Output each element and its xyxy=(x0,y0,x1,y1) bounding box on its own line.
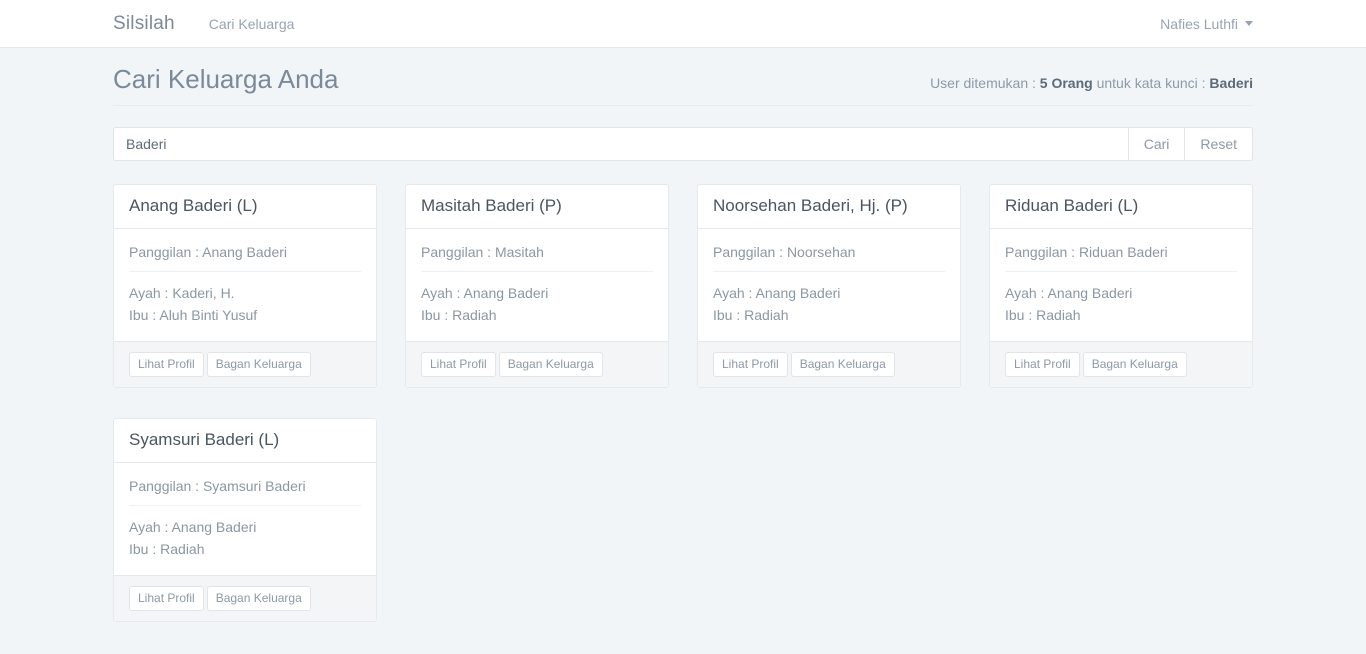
view-profile-button[interactable]: Lihat Profil xyxy=(1005,352,1080,377)
person-parents: Ayah : Anang Baderi Ibu : Radiah xyxy=(1005,282,1237,326)
person-parents: Ayah : Kaderi, H. Ibu : Aluh Binti Yusuf xyxy=(129,282,361,326)
person-nickname: Panggilan : Syamsuri Baderi xyxy=(129,476,361,506)
navbar-inner: Silsilah Cari Keluarga Nafies Luthfi xyxy=(113,0,1253,47)
person-mother: Ibu : Aluh Binti Yusuf xyxy=(129,307,258,323)
family-chart-button[interactable]: Bagan Keluarga xyxy=(498,352,603,377)
caret-down-icon xyxy=(1245,21,1253,26)
family-chart-button[interactable]: Bagan Keluarga xyxy=(790,352,895,377)
page-title: Cari Keluarga Anda xyxy=(113,64,339,94)
person-card: Riduan Baderi (L) Panggilan : Riduan Bad… xyxy=(989,184,1253,388)
search-form: Cari Reset xyxy=(113,127,1253,161)
search-reset-button[interactable]: Reset xyxy=(1184,127,1253,161)
search-submit-button[interactable]: Cari xyxy=(1127,127,1185,161)
view-profile-button[interactable]: Lihat Profil xyxy=(421,352,496,377)
person-card: Noorsehan Baderi, Hj. (P) Panggilan : No… xyxy=(697,184,961,388)
main-container: Cari Keluarga Anda User ditemukan : 5 Or… xyxy=(113,48,1253,652)
person-nickname: Panggilan : Masitah xyxy=(421,242,653,272)
family-chart-button[interactable]: Bagan Keluarga xyxy=(206,352,311,377)
person-parents: Ayah : Anang Baderi Ibu : Radiah xyxy=(129,516,361,560)
person-mother: Ibu : Radiah xyxy=(1005,307,1081,323)
person-name: Anang Baderi (L) xyxy=(129,196,258,215)
person-parents: Ayah : Anang Baderi Ibu : Radiah xyxy=(713,282,945,326)
person-card-body: Panggilan : Syamsuri Baderi Ayah : Anang… xyxy=(114,463,376,575)
person-card-heading: Anang Baderi (L) xyxy=(114,185,376,229)
person-mother: Ibu : Radiah xyxy=(129,541,205,557)
person-card-heading: Syamsuri Baderi (L) xyxy=(114,419,376,463)
person-card-heading: Masitah Baderi (P) xyxy=(406,185,668,229)
nav-item-cari-keluarga[interactable]: Cari Keluarga xyxy=(208,15,295,32)
person-card-grid: Anang Baderi (L) Panggilan : Anang Bader… xyxy=(113,184,1253,652)
person-father: Ayah : Anang Baderi xyxy=(129,519,257,535)
result-summary-middle: untuk kata kunci : xyxy=(1092,75,1210,91)
family-chart-button[interactable]: Bagan Keluarga xyxy=(1082,352,1187,377)
person-card-body: Panggilan : Anang Baderi Ayah : Kaderi, … xyxy=(114,229,376,341)
person-father: Ayah : Anang Baderi xyxy=(1005,285,1133,301)
person-nickname: Panggilan : Anang Baderi xyxy=(129,242,361,272)
brand-logo[interactable]: Silsilah xyxy=(113,12,175,34)
result-summary-prefix: User ditemukan : xyxy=(930,75,1040,91)
person-card-body: Panggilan : Noorsehan Ayah : Anang Bader… xyxy=(698,229,960,341)
result-summary: User ditemukan : 5 Orang untuk kata kunc… xyxy=(930,73,1253,93)
user-menu-label: Nafies Luthfi xyxy=(1160,15,1238,32)
person-card: Anang Baderi (L) Panggilan : Anang Bader… xyxy=(113,184,377,388)
person-card-footer: Lihat Profil Bagan Keluarga xyxy=(114,341,376,387)
person-name: Riduan Baderi (L) xyxy=(1005,196,1139,215)
person-father: Ayah : Kaderi, H. xyxy=(129,285,235,301)
person-mother: Ibu : Radiah xyxy=(421,307,497,323)
search-input[interactable] xyxy=(113,127,1128,161)
page-header: Cari Keluarga Anda User ditemukan : 5 Or… xyxy=(113,62,1253,106)
view-profile-button[interactable]: Lihat Profil xyxy=(129,586,204,611)
person-mother: Ibu : Radiah xyxy=(713,307,789,323)
person-father: Ayah : Anang Baderi xyxy=(421,285,549,301)
person-card: Masitah Baderi (P) Panggilan : Masitah A… xyxy=(405,184,669,388)
person-card-footer: Lihat Profil Bagan Keluarga xyxy=(698,341,960,387)
person-card-body: Panggilan : Riduan Baderi Ayah : Anang B… xyxy=(990,229,1252,341)
person-name: Masitah Baderi (P) xyxy=(421,196,562,215)
person-nickname: Panggilan : Riduan Baderi xyxy=(1005,242,1237,272)
person-nickname: Panggilan : Noorsehan xyxy=(713,242,945,272)
family-chart-button[interactable]: Bagan Keluarga xyxy=(206,586,311,611)
person-father: Ayah : Anang Baderi xyxy=(713,285,841,301)
result-count: 5 Orang xyxy=(1039,75,1093,91)
person-card-footer: Lihat Profil Bagan Keluarga xyxy=(114,575,376,621)
view-profile-button[interactable]: Lihat Profil xyxy=(129,352,204,377)
top-navbar: Silsilah Cari Keluarga Nafies Luthfi xyxy=(0,0,1366,48)
person-name: Syamsuri Baderi (L) xyxy=(129,430,280,449)
result-keyword: Baderi xyxy=(1209,75,1253,91)
user-menu[interactable]: Nafies Luthfi xyxy=(1160,16,1253,32)
person-parents: Ayah : Anang Baderi Ibu : Radiah xyxy=(421,282,653,326)
view-profile-button[interactable]: Lihat Profil xyxy=(713,352,788,377)
person-name: Noorsehan Baderi, Hj. (P) xyxy=(713,196,908,215)
person-card-heading: Riduan Baderi (L) xyxy=(990,185,1252,229)
person-card-footer: Lihat Profil Bagan Keluarga xyxy=(406,341,668,387)
person-card-footer: Lihat Profil Bagan Keluarga xyxy=(990,341,1252,387)
person-card-body: Panggilan : Masitah Ayah : Anang Baderi … xyxy=(406,229,668,341)
person-card-heading: Noorsehan Baderi, Hj. (P) xyxy=(698,185,960,229)
person-card: Syamsuri Baderi (L) Panggilan : Syamsuri… xyxy=(113,418,377,622)
